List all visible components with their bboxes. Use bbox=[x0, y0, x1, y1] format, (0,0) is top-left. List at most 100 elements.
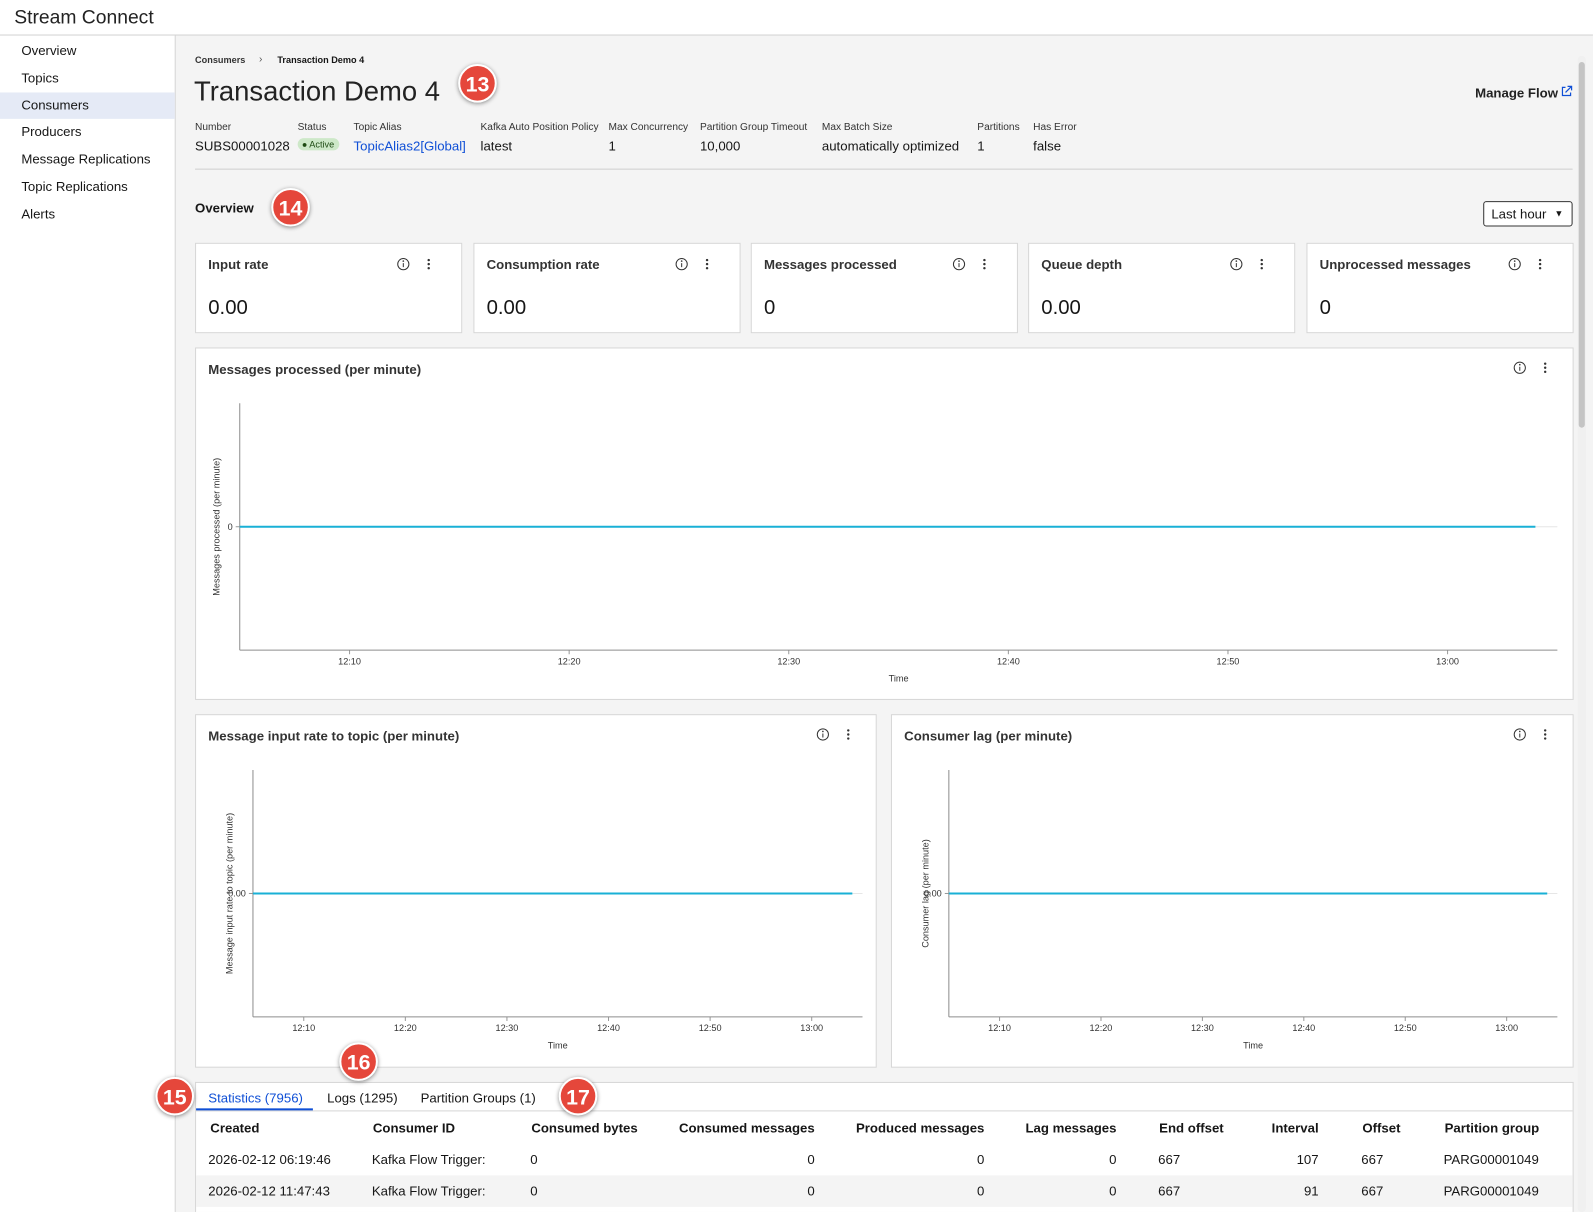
cell: 0 bbox=[807, 1152, 815, 1168]
kpi-card bbox=[195, 242, 463, 334]
property-label: Number bbox=[195, 121, 232, 134]
x-tick-label: 12:10 bbox=[338, 656, 361, 666]
chart-card bbox=[890, 714, 1574, 1068]
cell-link[interactable]: Kafka Flow Trigger: bbox=[371, 1183, 486, 1199]
card-icons bbox=[816, 728, 850, 741]
sidebar bbox=[0, 35, 176, 1212]
column-header: Consumer ID bbox=[372, 1120, 456, 1136]
kpi-card bbox=[1306, 242, 1574, 334]
nav-item[interactable]: Overview bbox=[21, 42, 77, 58]
info-icon[interactable] bbox=[1513, 728, 1526, 741]
property-value: 10,000 bbox=[699, 138, 741, 154]
overflow-menu[interactable] bbox=[847, 729, 850, 740]
manage-flow-link[interactable]: Manage Flow bbox=[1475, 85, 1572, 101]
x-tick-label: 12:50 bbox=[699, 1023, 722, 1033]
kpi-card bbox=[1028, 242, 1296, 334]
tab[interactable]: Statistics (7956) bbox=[208, 1090, 303, 1106]
y-axis-label: Message input rate to topic (per minute) bbox=[225, 813, 235, 974]
column-header: Lag messages bbox=[1025, 1120, 1117, 1136]
card-actions bbox=[952, 256, 993, 272]
column-header: Created bbox=[210, 1120, 260, 1136]
column-header: Consumed bytes bbox=[531, 1120, 638, 1136]
card-icons bbox=[397, 258, 430, 271]
external-icon bbox=[1561, 85, 1572, 97]
overflow-menu[interactable] bbox=[705, 258, 709, 270]
cell: 0 bbox=[1109, 1183, 1117, 1199]
x-tick-label: 13:00 bbox=[800, 1023, 823, 1033]
cell-link[interactable]: 2026-02-12 06:19:46 bbox=[208, 1152, 331, 1168]
tab[interactable]: Partition Groups (1) bbox=[420, 1090, 536, 1106]
cell: 667 bbox=[1158, 1152, 1181, 1168]
info-icon[interactable] bbox=[397, 258, 410, 271]
info-icon[interactable] bbox=[675, 258, 688, 271]
nav-item[interactable]: Topics bbox=[21, 69, 59, 86]
cell: 0 bbox=[977, 1183, 985, 1199]
card-icons bbox=[1508, 258, 1542, 271]
cell: 0 bbox=[977, 1152, 985, 1168]
callout-badge: 14 bbox=[271, 187, 310, 227]
nav-item[interactable]: Alerts bbox=[21, 206, 56, 222]
chart-card bbox=[195, 347, 1574, 700]
y-tick-label: 0.00 bbox=[924, 889, 942, 899]
row-stripe bbox=[196, 1175, 1573, 1207]
cell-link[interactable]: PARG00001049 bbox=[1443, 1152, 1539, 1168]
x-axis-label: Time bbox=[548, 1040, 568, 1050]
info-icon[interactable] bbox=[1230, 258, 1243, 271]
property-label: Status bbox=[297, 121, 327, 134]
property-label: Max Concurrency bbox=[608, 121, 689, 134]
cell: 91 bbox=[1303, 1183, 1319, 1199]
cell: 667 bbox=[1361, 1152, 1384, 1168]
nav-item[interactable]: Consumers bbox=[0, 92, 175, 119]
overflow-menu[interactable] bbox=[1543, 729, 1547, 740]
manage-flow-text: Manage Flow bbox=[1475, 85, 1559, 101]
overflow-menu[interactable] bbox=[983, 258, 986, 270]
x-tick-label: 12:20 bbox=[394, 1023, 417, 1033]
card-icons bbox=[1513, 361, 1547, 374]
cell-link[interactable]: 2026-02-12 11:47:43 bbox=[208, 1183, 330, 1199]
property-label: Partitions bbox=[977, 121, 1020, 134]
x-axis-label: Time bbox=[1243, 1040, 1263, 1050]
x-tick-label: 12:30 bbox=[777, 656, 800, 666]
property-label: Max Batch Size bbox=[821, 121, 893, 134]
cell: 0 bbox=[530, 1152, 538, 1168]
info-icon[interactable] bbox=[952, 258, 966, 271]
nav-item[interactable]: Topic Replications bbox=[21, 178, 128, 195]
column-header: Partition group bbox=[1444, 1120, 1540, 1136]
info-icon[interactable] bbox=[1513, 361, 1526, 374]
x-tick-label: 12:50 bbox=[1394, 1023, 1417, 1033]
column-header: Produced messages bbox=[855, 1120, 985, 1136]
cell-link[interactable]: PARG00001049 bbox=[1443, 1183, 1539, 1199]
overflow-menu[interactable] bbox=[1543, 362, 1547, 374]
status-dot: ● bbox=[301, 139, 310, 150]
info-icon[interactable] bbox=[816, 728, 829, 741]
card-icons bbox=[675, 258, 709, 271]
breadcrumb-link[interactable]: Consumers bbox=[195, 54, 246, 66]
nav-item[interactable]: Message Replications bbox=[21, 151, 151, 167]
status-badge: ● Active bbox=[297, 138, 340, 151]
app-title: Stream Connect bbox=[14, 7, 154, 29]
overflow-menu[interactable] bbox=[1260, 258, 1263, 270]
time-range-select[interactable]: Last hour ▼ bbox=[1483, 201, 1573, 227]
cell: 667 bbox=[1158, 1183, 1181, 1199]
breadcrumb-separator: › bbox=[259, 53, 263, 66]
cell-link[interactable]: Kafka Flow Trigger: bbox=[371, 1152, 486, 1168]
tab[interactable]: Logs (1295) bbox=[327, 1090, 398, 1106]
scrollbar-thumb[interactable] bbox=[1578, 61, 1585, 428]
overflow-menu[interactable] bbox=[1538, 258, 1542, 270]
tab-underline bbox=[196, 1108, 313, 1111]
property-value: 1 bbox=[608, 138, 616, 154]
info-icon[interactable] bbox=[1508, 258, 1521, 271]
card-actions bbox=[1229, 256, 1270, 272]
property-value[interactable]: TopicAlias2[Global] bbox=[353, 138, 466, 154]
kpi-value: 0.00 bbox=[1041, 296, 1081, 319]
nav-item[interactable]: Producers bbox=[21, 124, 82, 140]
top-bar: Stream Connect bbox=[0, 0, 1593, 36]
x-tick-label: 12:30 bbox=[1191, 1023, 1214, 1033]
overflow-menu[interactable] bbox=[427, 258, 430, 270]
kpi-label: Input rate bbox=[208, 257, 269, 273]
card-actions bbox=[396, 256, 437, 272]
